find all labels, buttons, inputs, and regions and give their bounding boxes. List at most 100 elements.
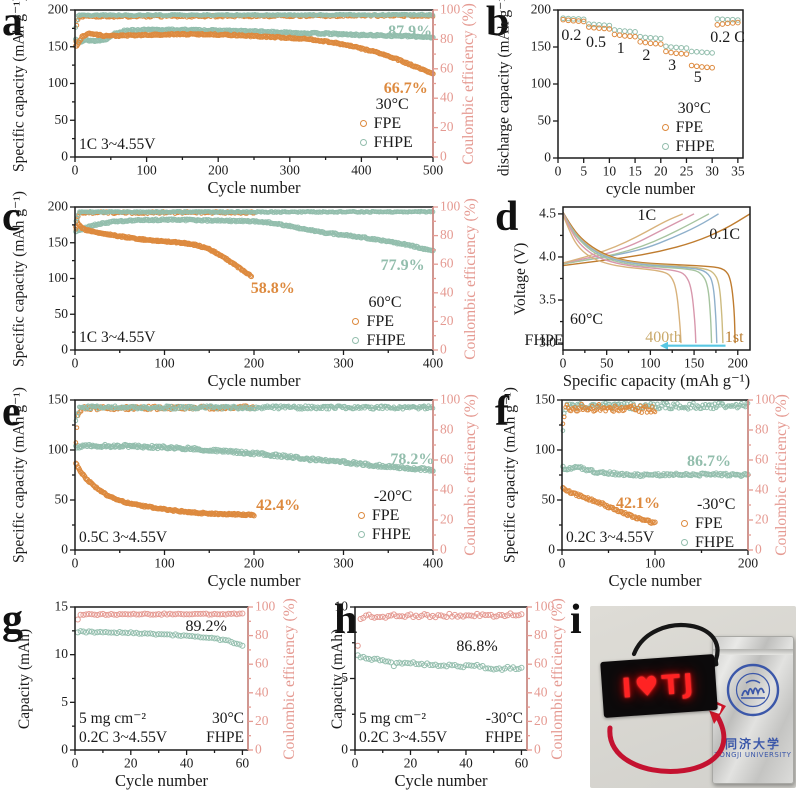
panel-d-xlabel: Specific capacity (mAh g⁻¹) (562, 371, 751, 390)
led-display-board: I♥TJ (600, 654, 718, 718)
panel-c-ylabel: Specific capacity (mAh g⁻¹) (10, 190, 28, 367)
legend-item-label: FPE (675, 118, 704, 136)
annotation-b-0: 0.2 (561, 26, 582, 44)
legend-item-label: FPE (695, 514, 723, 532)
panel-a-ylabel: Specific capacity (mAh g⁻¹) (10, 0, 28, 172)
legend-item-label: FHPE (366, 331, 406, 349)
legend-a: 30°C FPE FHPE (359, 95, 413, 152)
corner-label-left-e: 0.5C 3~4.55V (79, 528, 167, 547)
panel-h-ylabel: Capacity (mAh) (329, 628, 346, 729)
panel-f-y2label: Coulombic efficiency (%) (773, 394, 790, 556)
legend-marker-icon (359, 139, 367, 147)
corner-line: 0.2C 3~4.55V (79, 729, 168, 746)
demo-photo: 同济大学 TONGJI UNIVERSITY I♥TJ (590, 606, 796, 788)
panel-c-plot (0, 195, 493, 390)
pouch-label-english: TONGJI UNIVERSITY (714, 751, 792, 759)
legend-item-fpe: FPE (359, 114, 413, 133)
annotation-a-0: 87.9% (388, 23, 433, 41)
legend-item-label: FHPE (695, 533, 735, 551)
legend-item-fhpe: FHPE (357, 525, 412, 544)
panel-a-xlabel: Cycle number (207, 178, 301, 197)
legend-c: 60°C FPE FHPE (352, 293, 406, 350)
annotation-d-0: 1C (637, 207, 657, 225)
panel-e-plot (0, 390, 493, 598)
pouch-label-chinese: 同济大学 (724, 737, 781, 751)
legend-item-fhpe: FHPE (661, 137, 715, 156)
corner-line: 0.5C 3~4.55V (79, 529, 168, 546)
legend-marker-icon (359, 120, 367, 128)
panel-e-y2label: Coulombic efficiency (%) (462, 394, 479, 556)
legend-item-fhpe: FHPE (359, 133, 413, 152)
panel-f-ylabel: Specific capacity (mAh g⁻¹) (501, 387, 519, 563)
annotation-e-1: 42.4% (256, 497, 301, 514)
panel-b-ylabel: discharge capacity (mAh g⁻¹) (495, 0, 513, 177)
annotation-b-6: 0.2 C (710, 29, 745, 47)
panel-h-plot (332, 598, 568, 794)
corner-label-left-h: 5 mg cm⁻² 0.2C 3~4.55V (359, 709, 447, 747)
corner-label-right-h: -30°C FHPE (485, 709, 523, 747)
pouch-seal-fold (713, 649, 793, 655)
legend-title: -20°C (373, 488, 413, 505)
annotation-f-0: 86.7% (686, 453, 731, 470)
legend-marker-icon (661, 123, 669, 131)
panel-a-y2label: Coulombic efficiency (%) (460, 2, 477, 165)
annotation-b-2: 1 (616, 40, 625, 58)
panel-c-y2label: Coulombic efficiency (%) (462, 197, 479, 360)
annotation-b-3: 2 (642, 46, 651, 64)
corner-line: 0.2C 3~4.55V (359, 729, 448, 746)
panel-b-plot (484, 0, 800, 195)
led-text: I♥TJ (620, 667, 698, 705)
legend-marker-icon (352, 317, 360, 325)
panel-h-y2label: Coulombic efficiency (%) (549, 597, 566, 760)
panel-h-xlabel: Cycle number (394, 771, 488, 790)
corner-label-left-f: 0.2C 3~4.55V (566, 528, 654, 547)
legend-title: 30°C (375, 96, 409, 114)
annotation-c-0: 77.9% (380, 257, 425, 275)
legend-marker-icon (352, 336, 360, 344)
panel-letter-i: i (570, 597, 582, 643)
legend-item-fpe: FPE (681, 514, 735, 533)
corner-line: 5 mg cm⁻² (359, 710, 427, 727)
annotation-h-0: 86.8% (456, 638, 498, 656)
corner-label-left-a: 1C 3~4.55V (79, 135, 155, 154)
legend-marker-icon (681, 538, 689, 546)
annotation-b-4: 3 (668, 56, 677, 74)
panel-i: i 同济大学 TONGJI UNIVERSITY (568, 597, 800, 794)
annotation-d-1: 0.1C (709, 226, 740, 244)
legend-item-fpe: FPE (352, 312, 405, 331)
corner-line: 1C 3~4.55V (79, 329, 156, 346)
legend-marker-icon (357, 512, 365, 519)
pouch-cell: 同济大学 TONGJI UNIVERSITY (712, 636, 794, 784)
annotation-b-5: 5 (693, 69, 702, 87)
legend-item-label: FPE (373, 115, 402, 133)
legend-e: -20°C FPE FHPE (357, 487, 413, 544)
panel-f-plot (493, 390, 800, 598)
corner-line: 0.2C 3~4.55V (566, 529, 655, 546)
annotation-a-1: 66.7% (383, 80, 428, 98)
panel-f-xlabel: Cycle number (608, 571, 702, 590)
annotation-d-3: FHPE (524, 332, 564, 350)
legend-title: 60°C (368, 293, 402, 311)
corner-line: -30°C (485, 710, 523, 727)
annotation-d-5: 1st (724, 328, 744, 346)
annotation-c-1: 58.8% (250, 280, 295, 298)
legend-item-fpe: FPE (357, 506, 412, 525)
legend-item-label: FHPE (675, 137, 715, 155)
legend-item-label: FPE (371, 507, 400, 524)
panel-g-plot (0, 598, 332, 794)
corner-line: FHPE (485, 729, 523, 746)
legend-marker-icon (681, 519, 689, 527)
legend-item-label: FHPE (373, 134, 413, 152)
legend-item-fhpe: FHPE (352, 331, 406, 350)
panel-a-plot (0, 0, 484, 195)
legend-marker-icon (661, 142, 669, 150)
corner-label-left-g: 5 mg cm⁻² 0.2C 3~4.55V (79, 709, 167, 747)
annotation-d-2: 60°C (569, 310, 604, 328)
legend-title: 30°C (677, 99, 711, 117)
